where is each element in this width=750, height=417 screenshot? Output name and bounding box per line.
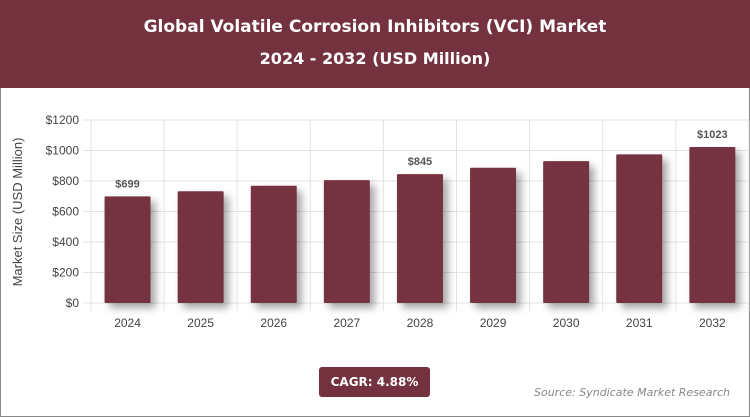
bar-2028 xyxy=(396,174,443,303)
source-note: Source: Syndicate Market Research xyxy=(534,386,730,399)
bar-2027 xyxy=(323,180,370,303)
x-tick-label: 2029 xyxy=(480,316,507,328)
bar-2024 xyxy=(104,196,151,303)
bar-2030 xyxy=(543,161,590,303)
x-tick-label: 2025 xyxy=(187,316,214,328)
y-tick-label: $0 xyxy=(66,296,80,310)
x-tick-label: 2028 xyxy=(407,316,434,328)
data-label: $699 xyxy=(115,178,139,190)
chart-subtitle: 2024 - 2032 (USD Million) xyxy=(259,49,491,68)
bar-chart: Market Size (USD Million) $0 $200 $400 $600… xyxy=(10,113,750,328)
bar-2032 xyxy=(689,146,736,303)
bar-2031 xyxy=(616,154,663,303)
y-tick-label: $800 xyxy=(52,174,79,188)
data-label: $1023 xyxy=(697,129,728,141)
x-tick-label: 2024 xyxy=(114,316,141,328)
y-tick-label: $200 xyxy=(52,266,79,280)
bar-2029 xyxy=(470,167,517,303)
x-tick-label: 2027 xyxy=(333,316,360,328)
y-tick-label: $1000 xyxy=(46,144,80,158)
chart-header: Global Volatile Corrosion Inhibitors (VC… xyxy=(0,0,750,88)
cagr-badge: CAGR: 4.88% xyxy=(319,367,430,397)
chart-title: Global Volatile Corrosion Inhibitors (VC… xyxy=(143,17,607,37)
y-tick-label: $1200 xyxy=(46,113,80,127)
x-tick-label: 2030 xyxy=(553,316,580,328)
y-axis-label: Market Size (USD Million) xyxy=(10,138,25,287)
x-tick-label: 2026 xyxy=(260,316,287,328)
y-tick-label: $600 xyxy=(52,205,79,219)
bar-2026 xyxy=(250,185,297,303)
data-label: $845 xyxy=(408,156,432,168)
y-tick-label: $400 xyxy=(52,235,79,249)
x-tick-label: 2031 xyxy=(626,316,653,328)
bar-2025 xyxy=(177,191,224,303)
x-tick-label: 2032 xyxy=(699,316,726,328)
